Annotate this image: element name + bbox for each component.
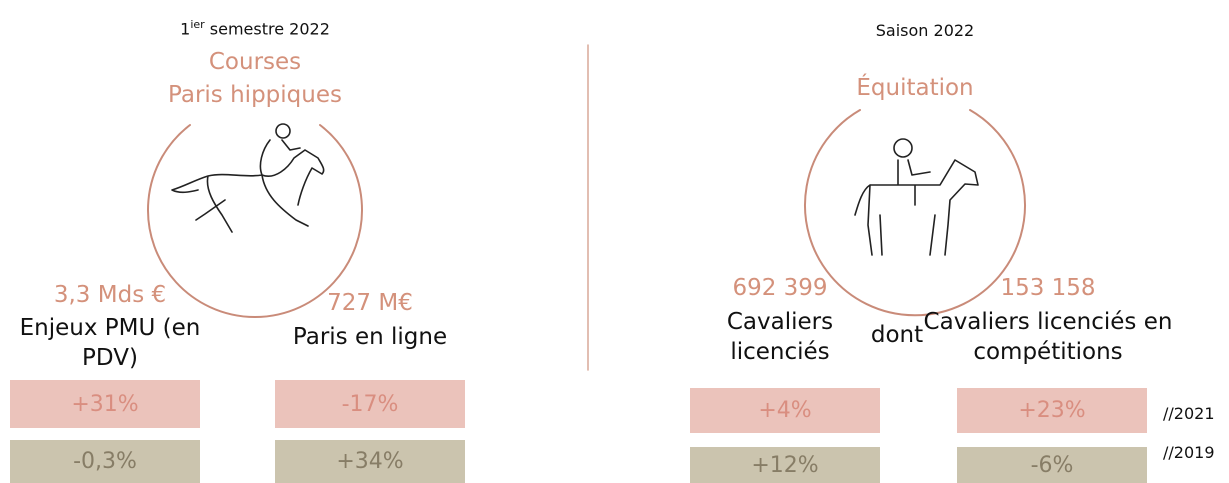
title: Courses	[208, 49, 302, 75]
metric-value: 692 399	[732, 275, 828, 301]
change-2019: +12%	[690, 447, 880, 483]
circle	[147, 124, 363, 318]
change-2021: -17%	[275, 380, 465, 428]
metric-label: Paris en ligne	[292, 324, 448, 350]
metric-label: Enjeux PMU (en PDV)	[19, 315, 201, 371]
metric-label: Cavaliers licenciés en compétitions	[923, 309, 1173, 365]
metric-label: Cavaliers licenciés	[726, 309, 834, 365]
legend-item: //2021	[1163, 404, 1215, 423]
title: Équitation	[856, 75, 974, 101]
change-2019: -0,3%	[10, 440, 200, 483]
title: Paris hippiques	[168, 82, 342, 108]
horse-racing-icon	[171, 123, 325, 233]
change-2019: +34%	[275, 440, 465, 483]
change-2021: +23%	[957, 388, 1147, 433]
legend-item: //2019	[1163, 443, 1215, 462]
metric-value: 727 M€	[327, 290, 413, 316]
change-2021: +4%	[690, 388, 880, 433]
change-2019: -6%	[957, 447, 1147, 483]
equitation-icon	[854, 138, 979, 256]
change-2021: +31%	[10, 380, 200, 428]
period: 1ier semestre 2022	[180, 18, 330, 39]
metric-value: 153 158	[1000, 275, 1096, 301]
circle	[804, 109, 1026, 317]
metric-value: 3,3 Mds €	[53, 282, 167, 308]
period: Saison 2022	[875, 21, 975, 40]
connector: dont	[870, 322, 924, 348]
